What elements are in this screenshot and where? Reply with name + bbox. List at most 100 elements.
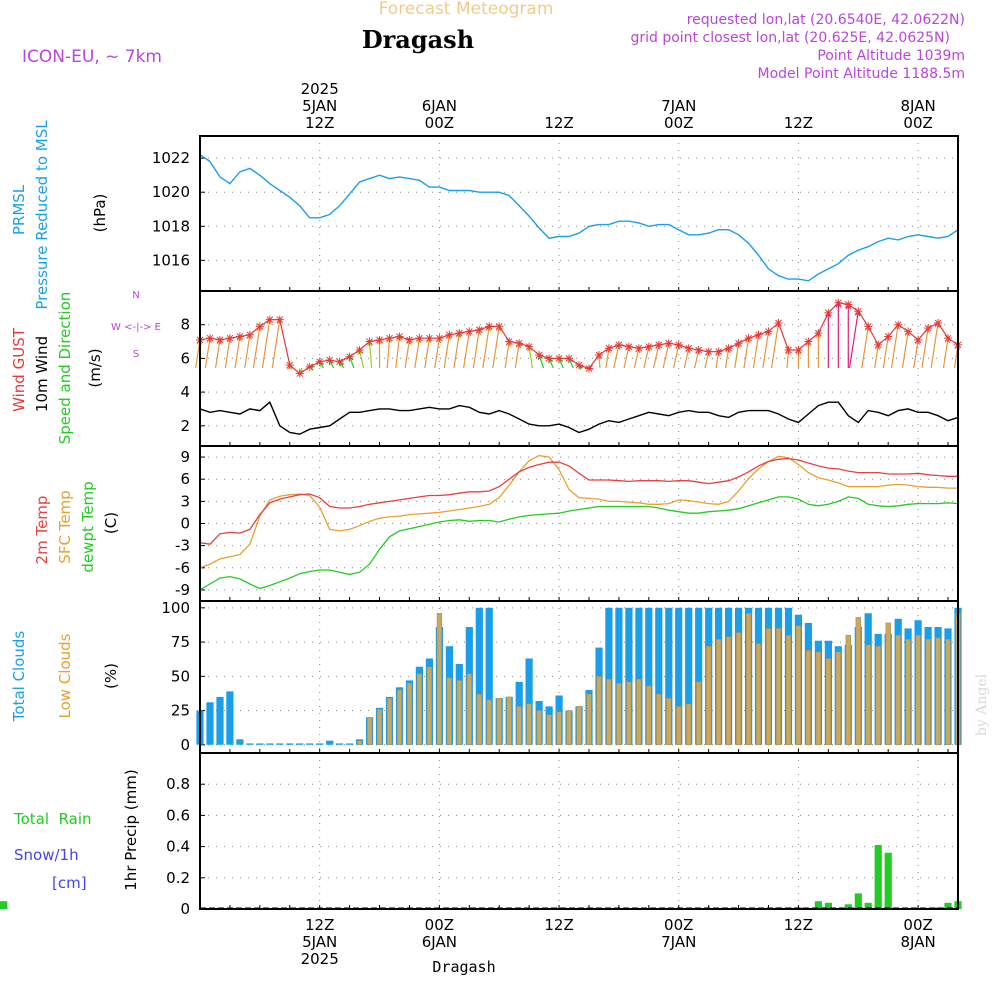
low-clouds-bar [556,711,562,746]
wind-speed-line [199,401,959,435]
low-clouds-bar [396,689,403,746]
top-time-label: 12Z [305,114,334,132]
low-clouds-bar [626,681,632,746]
wind-arrow [662,343,670,369]
low-clouds-bar [596,676,602,746]
gust-marker [305,362,314,371]
panels: 1016 1018 1020 1022 2 4 6 8 -9 -6 -3 0 3 6 9 0 25 50 75 100… [0,135,962,918]
wind-arrow [453,333,460,369]
gust-marker [315,357,324,366]
low-clouds-bar [855,617,861,746]
total-clouds-bar [336,743,344,745]
gust-marker [335,357,344,366]
low-clouds-bar [536,710,542,745]
total-clouds-bar [615,607,623,745]
total-clouds-bar [246,743,254,745]
y-tick-label: 75 [171,633,190,651]
total-clouds-bar [296,743,304,745]
gust-marker [634,344,643,353]
gust-marker [215,335,224,344]
low-clouds-bar [805,650,812,746]
rain-bar [844,904,852,909]
wind-arrow [514,343,520,369]
total-clouds-bar [485,607,493,745]
wind-arrow [271,319,281,369]
total-clouds-bar [346,743,354,745]
wind-arrow [386,338,391,369]
wind-arrow [704,351,710,369]
wind-arrow [252,326,261,369]
gust-marker [814,329,823,338]
wind-arrow [244,334,251,369]
wind-arrow [368,341,373,369]
low-clouds-bar [735,632,742,746]
bottom-time-label: 00Z [664,916,693,934]
total-clouds-bar [226,691,234,745]
point-altitude: Point Altitude 1039m [817,48,965,64]
snow-unit: [cm] [52,874,87,892]
rain-bar [864,902,872,909]
bottom-time-label: 7JAN [661,933,696,951]
gust-marker [624,342,633,351]
low-clouds-bar [795,625,802,745]
bottom-time-label: 12Z [784,916,813,934]
bottom-time-label: 00Z [903,916,932,934]
pressure-unit: (hPa) [91,194,109,233]
top-time-label: 2025 [301,80,339,98]
low-clouds-bar [915,634,921,745]
wind-arrow [482,326,490,369]
y-tick-label: 2 [180,417,190,435]
wind-unit: (m/s) [86,348,104,387]
gust-marker [245,330,254,339]
wind-arrow [890,324,899,369]
low-clouds-bar [835,651,841,746]
low-clouds-bar [576,706,582,745]
total-clouds-bar [286,743,294,745]
total-clouds-label: Total Clouds [10,631,28,723]
pressure-line [199,154,959,282]
compass-west-east: W <-|-> E [111,322,161,333]
total-clouds-bar [326,740,334,745]
gust-marker [804,337,813,346]
total-clouds-bar [316,743,324,745]
top-time-label: 00Z [903,114,932,132]
panel-wind: 2 4 6 8 [180,290,962,447]
gust-marker [704,347,713,356]
bottom-time-label: 6JAN [422,933,457,951]
gust-marker [644,342,653,351]
gust-marker [944,334,953,343]
total-clouds-bar [695,607,703,745]
gust-marker [575,361,583,370]
gust-marker [774,319,783,328]
gust-marker [365,337,374,346]
wind-arrow [215,339,221,369]
y-tick-label: 1022 [152,149,190,167]
gust-marker [205,334,214,343]
gust-marker [614,340,623,349]
wind-arrow [861,326,869,369]
chart-title: Forecast Meteogram [379,0,554,19]
wind-arrow [528,346,534,369]
wind-arrow [414,338,421,369]
bottom-time-label: 00Z [425,916,454,934]
gust-marker [754,330,763,339]
top-time-label: 00Z [425,114,454,132]
y-tick-label: 0.6 [166,806,190,824]
total-clouds-bar [645,607,653,745]
wind-arrow [204,338,211,369]
wind-arrow [913,339,919,369]
rain-bar [814,901,822,909]
gust-marker [275,315,284,324]
top-time-label: 5JAN [302,97,337,115]
gust-marker [884,332,893,341]
wind-arrow [770,322,780,369]
temp-unit: (C) [102,512,120,534]
total-rain-label: Total Rain [13,810,92,828]
low-clouds-bar [865,644,871,746]
wind-arrow [424,338,430,369]
wind-arrow [743,338,750,369]
low-clouds-bar [546,714,552,746]
pressure-label: Pressure Reduced to MSL [33,120,51,310]
low-clouds-bar [825,658,831,746]
